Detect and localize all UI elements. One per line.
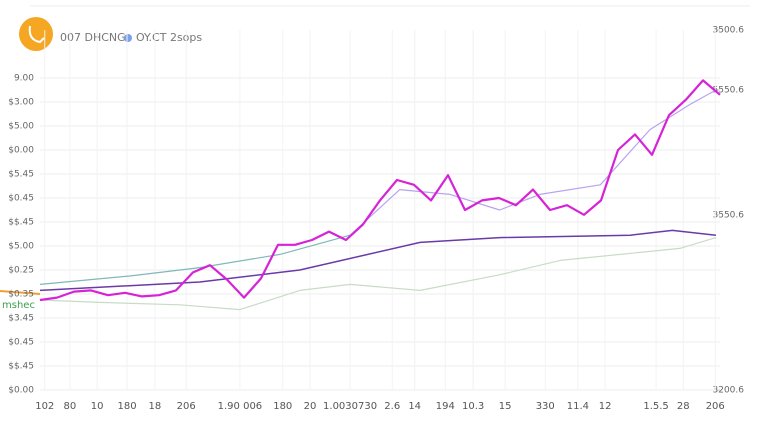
x-tick-label: 1.0030730 bbox=[323, 401, 377, 412]
x-tick-label: 18 bbox=[149, 401, 162, 412]
y-tick-label: $3.00 bbox=[8, 98, 34, 108]
x-tick-label: 194 bbox=[436, 401, 455, 412]
y-tick-label: $0.45 bbox=[8, 194, 34, 204]
y2-tick-label: 3200.6 bbox=[713, 386, 745, 396]
y-tick-label: $5.00 bbox=[8, 242, 34, 252]
x-tick-label: 10 bbox=[91, 401, 104, 412]
series-line bbox=[39, 229, 717, 292]
x-tick-label: 330 bbox=[536, 401, 555, 412]
y2-tick-label: 3500.6 bbox=[713, 26, 745, 36]
x-tick-label: 10.3 bbox=[462, 401, 484, 412]
status-dot bbox=[124, 34, 132, 42]
y-tick-label: 9.00 bbox=[14, 74, 34, 84]
orange-line bbox=[0, 290, 41, 295]
x-tick-label: 15 bbox=[499, 401, 512, 412]
series-line bbox=[349, 89, 717, 236]
x-tick-label: 1.90 006 bbox=[218, 401, 263, 412]
x-tick-label: 102 bbox=[35, 401, 54, 412]
x-tick-label: 1.5.5 bbox=[643, 401, 668, 412]
logo bbox=[19, 17, 53, 51]
y-tick-label: $$.45 bbox=[8, 362, 34, 372]
series-line bbox=[39, 234, 351, 285]
y-tick-label: $0.00 bbox=[8, 146, 34, 156]
y-tick-label: $0.35 bbox=[8, 290, 34, 300]
y-tick-label: $0.45 bbox=[8, 338, 34, 348]
y2-tick-label: 5550.6 bbox=[713, 86, 745, 96]
y-tick-label: $5.45 bbox=[8, 170, 34, 180]
x-tick-label: 28 bbox=[677, 401, 690, 412]
logo-icon bbox=[28, 25, 45, 44]
x-tick-label: 2.6 bbox=[384, 401, 400, 412]
x-tick-label: 180 bbox=[273, 401, 292, 412]
y-tick-label: $3.45 bbox=[8, 314, 34, 324]
series-line bbox=[39, 237, 717, 311]
y2-tick-label: 3550.6 bbox=[713, 210, 745, 220]
y-tick-label: $0.00 bbox=[8, 386, 34, 396]
y-tick-label: $$.45 bbox=[8, 218, 34, 228]
x-tick-label: 206 bbox=[706, 401, 725, 412]
x-tick-label: 12 bbox=[599, 401, 612, 412]
series-line bbox=[39, 79, 721, 302]
y-tick-label: $0.25 bbox=[8, 266, 34, 276]
x-tick-label: 80 bbox=[64, 401, 77, 412]
x-tick-label: 11.4 bbox=[567, 401, 589, 412]
subtitle: OY.CT 2sops bbox=[136, 31, 202, 44]
x-tick-label: 206 bbox=[177, 401, 196, 412]
y-tick-label: $5.00 bbox=[8, 122, 34, 132]
symbol: 007 DHCNG bbox=[60, 31, 126, 44]
annotation: mshec bbox=[2, 300, 35, 311]
x-tick-label: 20 bbox=[304, 401, 317, 412]
x-tick-label: 180 bbox=[117, 401, 136, 412]
x-tick-label: 14 bbox=[408, 401, 421, 412]
